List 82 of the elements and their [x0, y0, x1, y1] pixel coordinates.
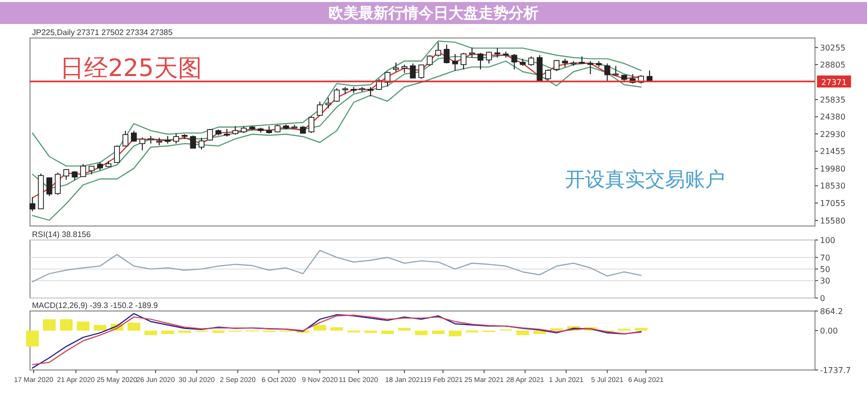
bar: [448, 330, 462, 336]
y-tick-label: 30: [820, 276, 830, 286]
y-tick-label: 25835: [820, 96, 846, 105]
annotation: 日经225天图: [60, 54, 202, 82]
bar: [26, 330, 39, 346]
bar: [330, 327, 344, 331]
candlestick: [392, 62, 399, 72]
candlestick: [80, 164, 86, 178]
y-tick-label: 50: [820, 265, 830, 274]
ref-line-label: 27371: [821, 78, 847, 87]
candlestick: [139, 136, 146, 151]
bar: [60, 319, 73, 331]
candlestick: [511, 54, 518, 70]
chart-subtitle: JP225,Daily 27371 27502 27334 27385: [32, 28, 174, 37]
candlestick: [72, 170, 78, 181]
candlestick: [536, 54, 543, 82]
candlestick: [435, 42, 442, 57]
y-tick-label: 22930: [820, 130, 846, 139]
candlestick: [308, 116, 314, 134]
line-series: [32, 40, 642, 167]
y-tick-label: 17055: [820, 199, 846, 208]
y-tick-label: 15580: [820, 216, 846, 226]
candlestick: [452, 54, 458, 72]
y-tick-label: 100: [820, 236, 836, 245]
bar: [314, 324, 326, 331]
y-tick-label: 19980: [820, 164, 846, 174]
chart-subtitle: RSI(14) 38.8156: [32, 230, 92, 239]
candlestick: [368, 86, 374, 97]
bar: [398, 328, 411, 331]
y-tick-label: 0: [820, 294, 826, 303]
candlestick: [494, 48, 500, 58]
candlestick: [545, 68, 552, 80]
bar: [432, 330, 445, 334]
y-tick-label: -1737.7: [820, 366, 851, 375]
candlestick: [410, 62, 416, 79]
candlestick: [316, 101, 323, 116]
candlestick: [612, 65, 619, 76]
candlestick: [122, 130, 128, 147]
candlestick: [478, 52, 484, 70]
bar: [550, 328, 563, 331]
bar: [634, 328, 648, 331]
y-tick-label: 70: [820, 253, 830, 262]
candlestick: [63, 168, 70, 180]
bar: [144, 330, 158, 336]
bar: [161, 330, 174, 334]
candlestick: [469, 47, 475, 58]
y-tick-label: 30255: [820, 43, 846, 52]
candlestick: [444, 44, 450, 64]
y-tick-label: 864.2: [820, 307, 843, 316]
bar: [42, 319, 56, 331]
candlestick: [418, 64, 424, 80]
candlestick: [190, 135, 196, 149]
bar: [381, 330, 394, 334]
bar: [128, 322, 140, 331]
candlestick: [173, 133, 180, 144]
bar: [533, 330, 546, 334]
y-tick-label: 28805: [820, 60, 846, 70]
annotation: 开设真实交易账户: [565, 167, 725, 191]
candlestick: [54, 172, 61, 196]
candlestick: [46, 176, 52, 197]
candlestick: [334, 88, 340, 102]
candlestick: [426, 54, 433, 66]
candlestick: [29, 196, 36, 212]
candlestick: [604, 62, 610, 82]
candlestick: [587, 60, 594, 75]
bar: [516, 330, 530, 336]
y-tick-label: 21455: [820, 147, 846, 156]
candlestick: [130, 130, 137, 142]
y-tick-label: 24380: [820, 112, 846, 122]
candlestick: [114, 144, 120, 164]
chart-subtitle: MACD(12,26,9) -39.3 -150.2 -189.9: [32, 301, 158, 310]
bar: [76, 322, 90, 331]
candlestick: [198, 137, 204, 150]
line-series: [32, 250, 642, 282]
bar: [94, 324, 106, 331]
candlestick: [486, 51, 492, 64]
candlestick: [460, 52, 466, 70]
candlestick: [528, 56, 534, 66]
bar: [414, 330, 428, 336]
y-tick-label: 18530: [820, 182, 846, 191]
chart-title: 欧美最新行情今日大盘走势分析: [328, 4, 538, 22]
y-tick-label: 0.00: [820, 326, 838, 336]
